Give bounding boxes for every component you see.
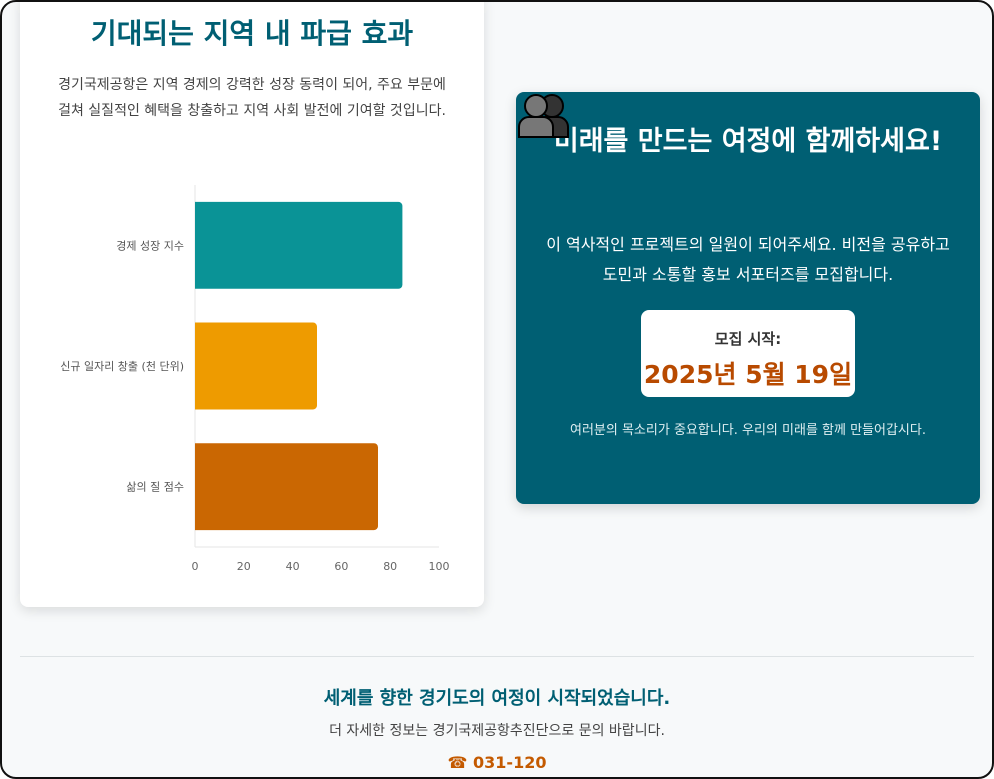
recruit-date-label: 모집 시작:: [714, 330, 782, 348]
recruit-date: 2025년 5월 19일: [643, 360, 853, 389]
category-label: 신규 일자리 창출 (천 단위): [60, 359, 184, 373]
impact-title: 기대되는 지역 내 파급 효과: [90, 17, 414, 50]
x-tick-label: 40: [286, 560, 300, 573]
recruit-date-box: 모집 시작: 2025년 5월 19일: [641, 310, 855, 397]
cta-card: 미래를 만드는 여정에 함께하세요! 이 역사적인 프로젝트의 일원이 되어주세…: [516, 92, 980, 504]
footer-headline: 세계를 향한 경기도의 여정이 시작되었습니다.: [323, 688, 671, 709]
cta-title: 미래를 만드는 여정에 함께하세요!: [553, 126, 943, 157]
bar: [195, 443, 378, 531]
category-label: 삶의 질 점수: [126, 481, 184, 494]
x-tick-label: 80: [383, 560, 397, 573]
footer-phone[interactable]: ☎ 031-120: [447, 753, 547, 772]
impact-card: 기대되는 지역 내 파급 효과 경기국제공항은 지역 경제의 강력한 성장 동력…: [20, 2, 484, 607]
x-tick-label: 100: [429, 560, 450, 573]
bar: [195, 322, 317, 410]
cta-note: 여러분의 목소리가 중요합니다. 우리의 미래를 함께 만들어갑시다.: [570, 423, 926, 438]
footer-info: 더 자세한 정보는 경기국제공항추진단으로 문의 바랍니다.: [329, 723, 665, 739]
cta-description: 이 역사적인 프로젝트의 일원이 되어주세요. 비전을 공유하고 도민과 소통할…: [546, 235, 950, 284]
impact-description: 경기국제공항은 지역 경제의 강력한 성장 동력이 되어, 주요 부문에 걸쳐 …: [58, 77, 446, 119]
x-tick-label: 60: [334, 560, 348, 573]
x-tick-label: 20: [237, 560, 251, 573]
category-label: 경제 성장 지수: [116, 239, 184, 252]
bar: [195, 201, 403, 289]
footer-divider: [20, 656, 974, 657]
people-icon: [518, 94, 776, 220]
x-tick-label: 0: [192, 560, 199, 573]
